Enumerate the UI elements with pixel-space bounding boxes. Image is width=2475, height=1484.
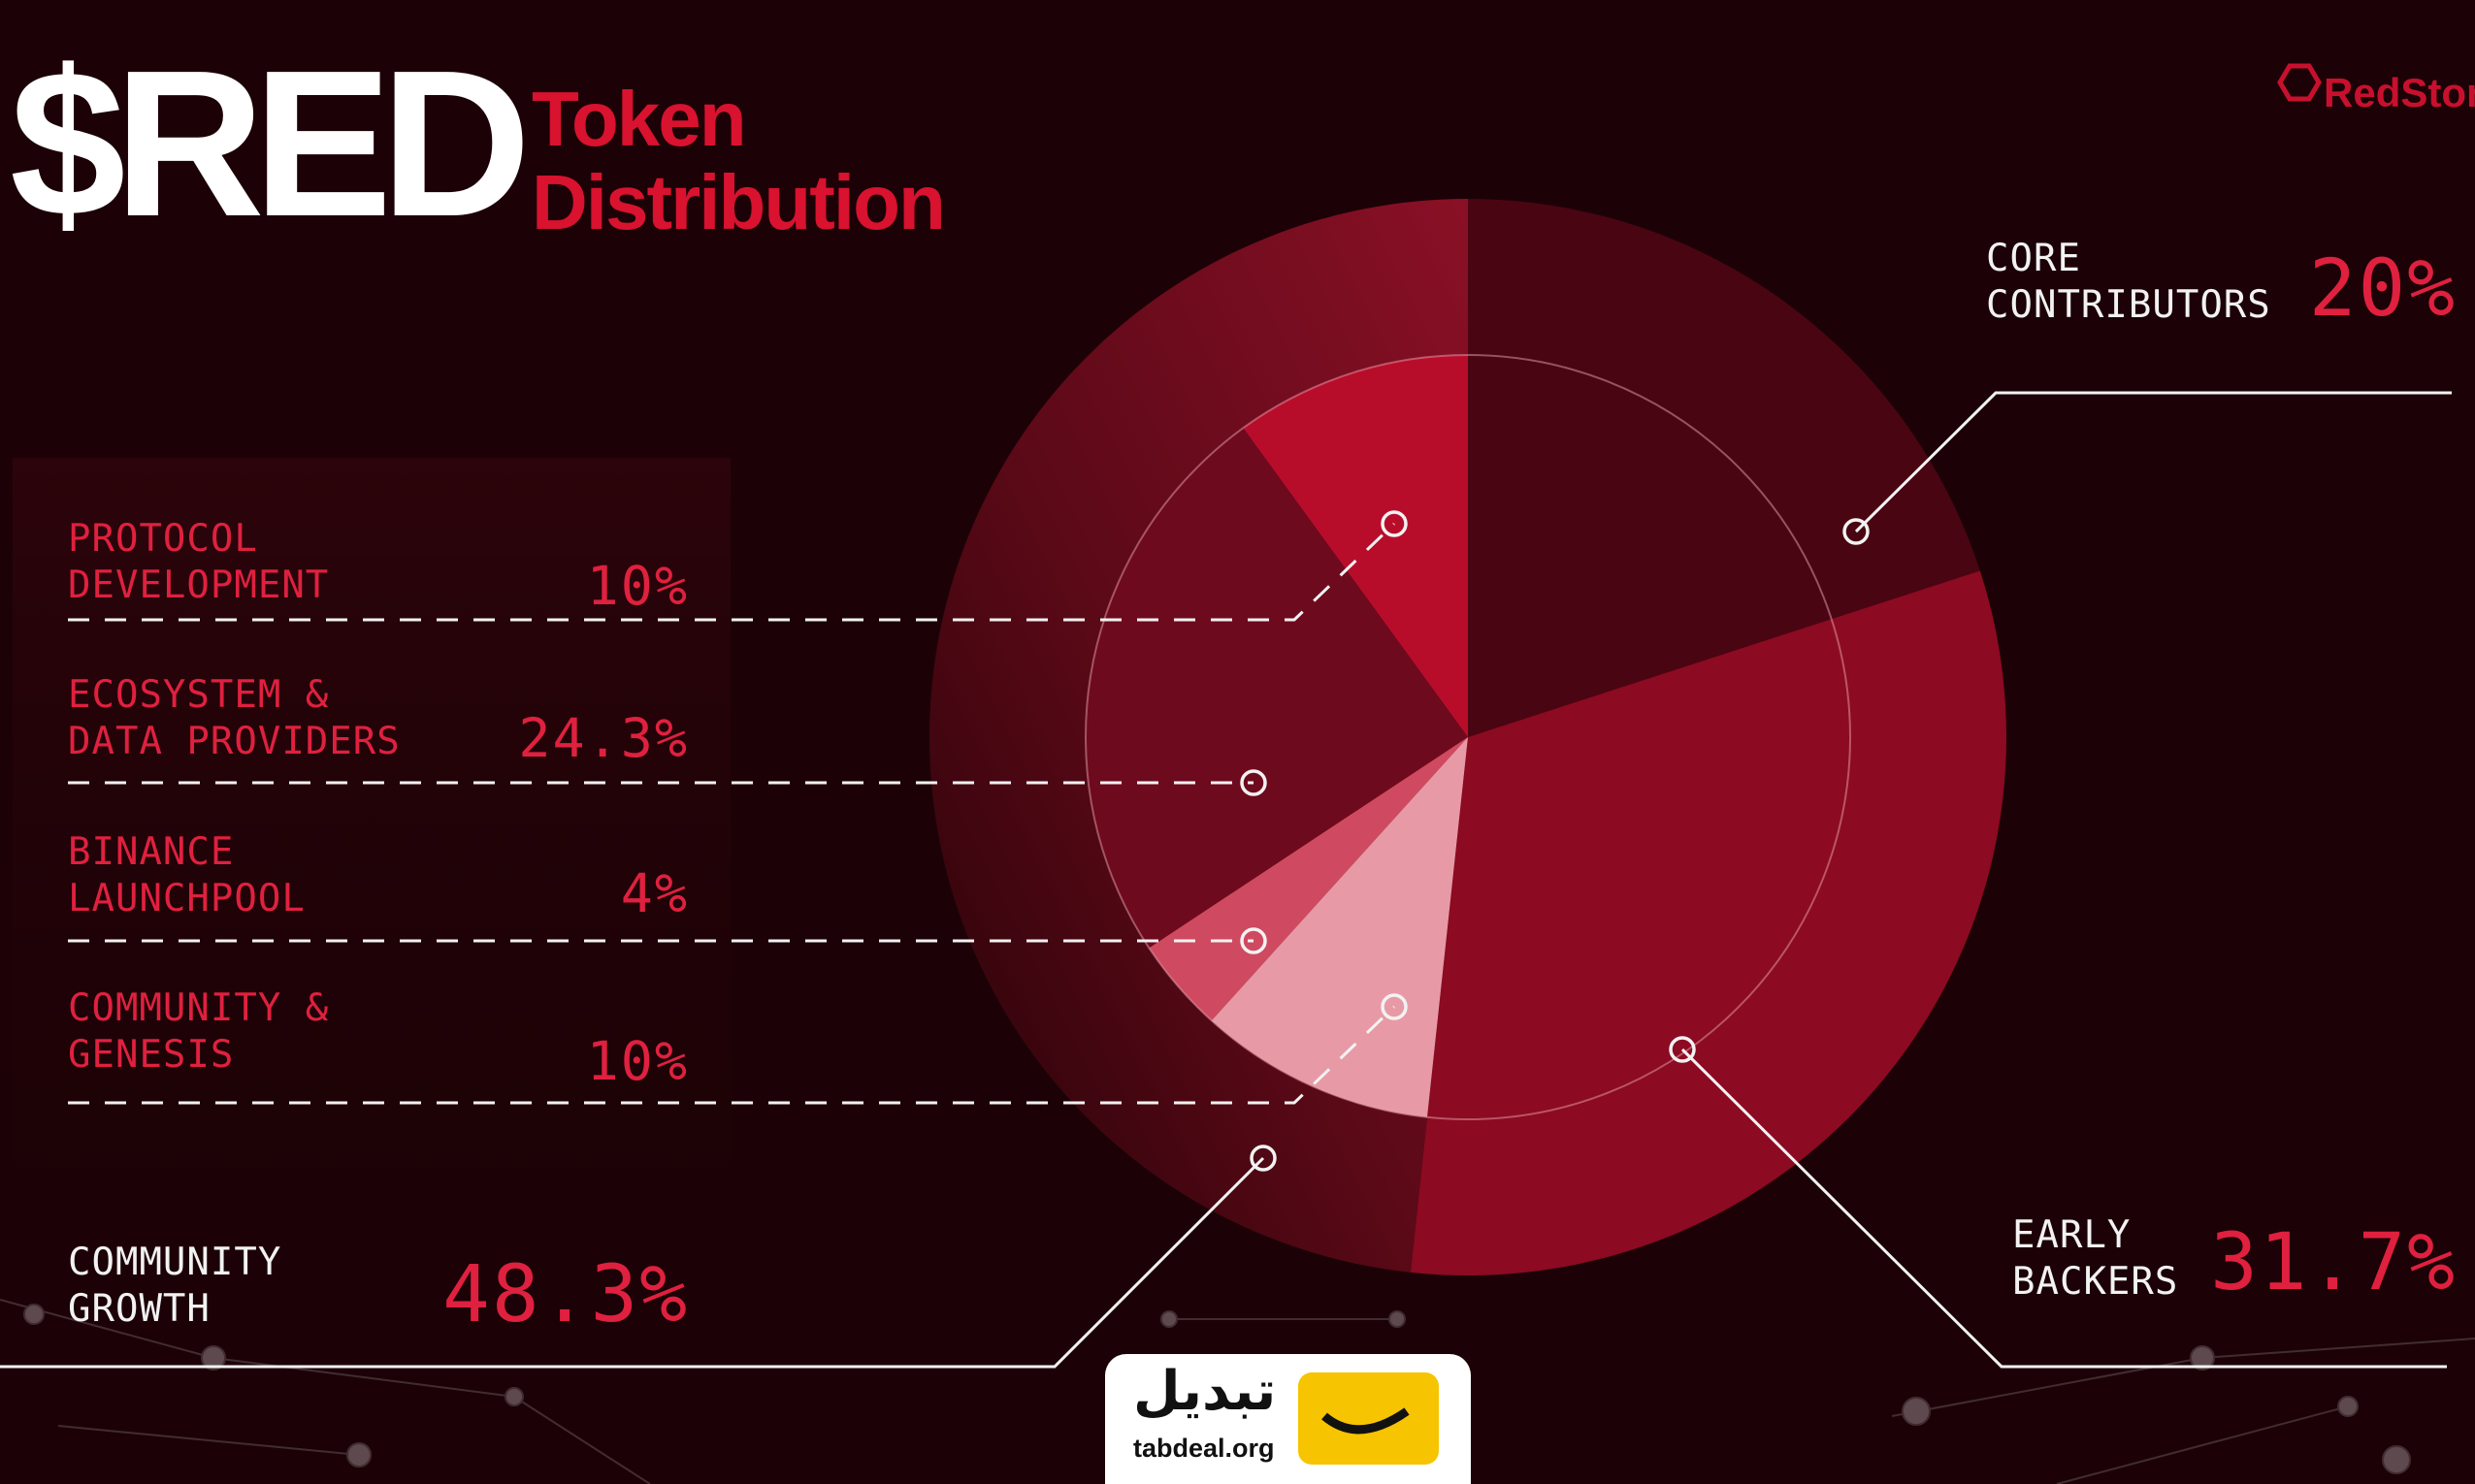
inner-ring	[1085, 354, 1851, 1120]
value-label: 20%	[2308, 243, 2457, 335]
leader-line	[1854, 391, 2452, 533]
pie	[929, 198, 2006, 1275]
category-label: CORE CONTRIBUTORS	[1986, 237, 2271, 327]
category-label: COMMUNITY GROWTH	[68, 1241, 282, 1331]
watermark-text: تبدیل	[1133, 1360, 1277, 1423]
leader-dot	[1381, 510, 1408, 537]
watermark-site: tabdeal.org	[1133, 1434, 1275, 1463]
value-label: 10%	[586, 555, 689, 617]
leader-dot	[1240, 769, 1267, 796]
leader-line	[68, 522, 1396, 622]
category-label: ECOSYSTEM & DATA PROVIDERS	[68, 673, 401, 763]
watermark-icon-smile	[1321, 1407, 1410, 1435]
leader-dot	[1669, 1036, 1696, 1063]
leader-line	[1680, 1048, 2447, 1369]
pie-slice	[1410, 570, 2006, 1275]
label-panel	[13, 458, 731, 1331]
leader-line	[68, 1005, 1396, 1105]
category-label: EARLY BACKERS	[2012, 1213, 2179, 1304]
leader-dot	[1381, 993, 1408, 1020]
value-label: 10%	[586, 1030, 689, 1092]
value-label: 31.7%	[2210, 1217, 2457, 1308]
pie-slice	[1149, 737, 1468, 1021]
category-label: COMMUNITY & GENESIS	[68, 986, 330, 1077]
value-label: 4%	[620, 862, 689, 924]
logo-icon	[2277, 63, 2322, 102]
value-label: 24.3%	[518, 707, 689, 769]
pie-slice	[1085, 428, 1468, 949]
leader-dot	[1842, 518, 1870, 545]
pie-slice	[1243, 355, 1468, 737]
logo: RedSton	[2324, 70, 2475, 115]
leader-line	[0, 1156, 1265, 1369]
category-label: PROTOCOL DEVELOPMENT	[68, 517, 330, 607]
pie-slice	[1468, 199, 1980, 737]
leader-dot	[1250, 1145, 1277, 1172]
subtitle: Token Distribution	[532, 76, 946, 245]
leader-dot	[1240, 927, 1267, 954]
value-label: 48.3%	[442, 1249, 689, 1340]
watermark-icon	[1298, 1372, 1439, 1465]
category-label: BINANCE LAUNCHPOOL	[68, 830, 306, 920]
network-decoration	[0, 1299, 2475, 1484]
pie-slice	[1211, 737, 1468, 1117]
leader-lines	[0, 391, 2452, 1369]
title: $RED	[10, 26, 532, 260]
